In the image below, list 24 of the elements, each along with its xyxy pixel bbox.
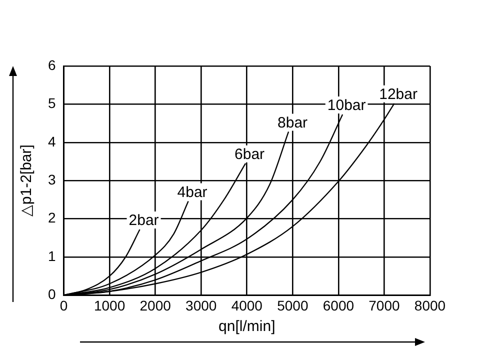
series-label: 4bar [177, 184, 208, 201]
x-axis-title: qn[l/min] [218, 318, 276, 336]
x-tick-label: 8000 [414, 297, 446, 314]
x-tick-label: 6000 [322, 297, 354, 314]
y-tick-label: 1 [48, 248, 56, 264]
x-tick-label: 5000 [277, 297, 308, 314]
x-tick-label: 7000 [368, 297, 400, 314]
series-label: 12bar [379, 86, 418, 104]
x-tick-label: 3000 [186, 297, 217, 314]
y-tick-label: 4 [48, 133, 56, 150]
x-tick-label: 1000 [94, 297, 126, 314]
series-label: 6bar [234, 146, 265, 164]
y-axis-title: △p1-2[bar] [18, 144, 36, 217]
series-label: 8bar [278, 114, 308, 132]
y-tick-label: 5 [48, 95, 56, 112]
y-tick-label: 2 [48, 210, 56, 226]
x-tick-label: 0 [60, 297, 68, 314]
y-tick-label: 3 [48, 171, 56, 188]
series-label: 2bar [128, 212, 159, 230]
x-tick-label: 4000 [231, 297, 263, 314]
x-tick-label: 2000 [140, 297, 172, 314]
y-tick-label: 0 [48, 286, 56, 302]
y-tick-label: 6 [48, 56, 56, 73]
series-label: 10bar [327, 97, 366, 114]
